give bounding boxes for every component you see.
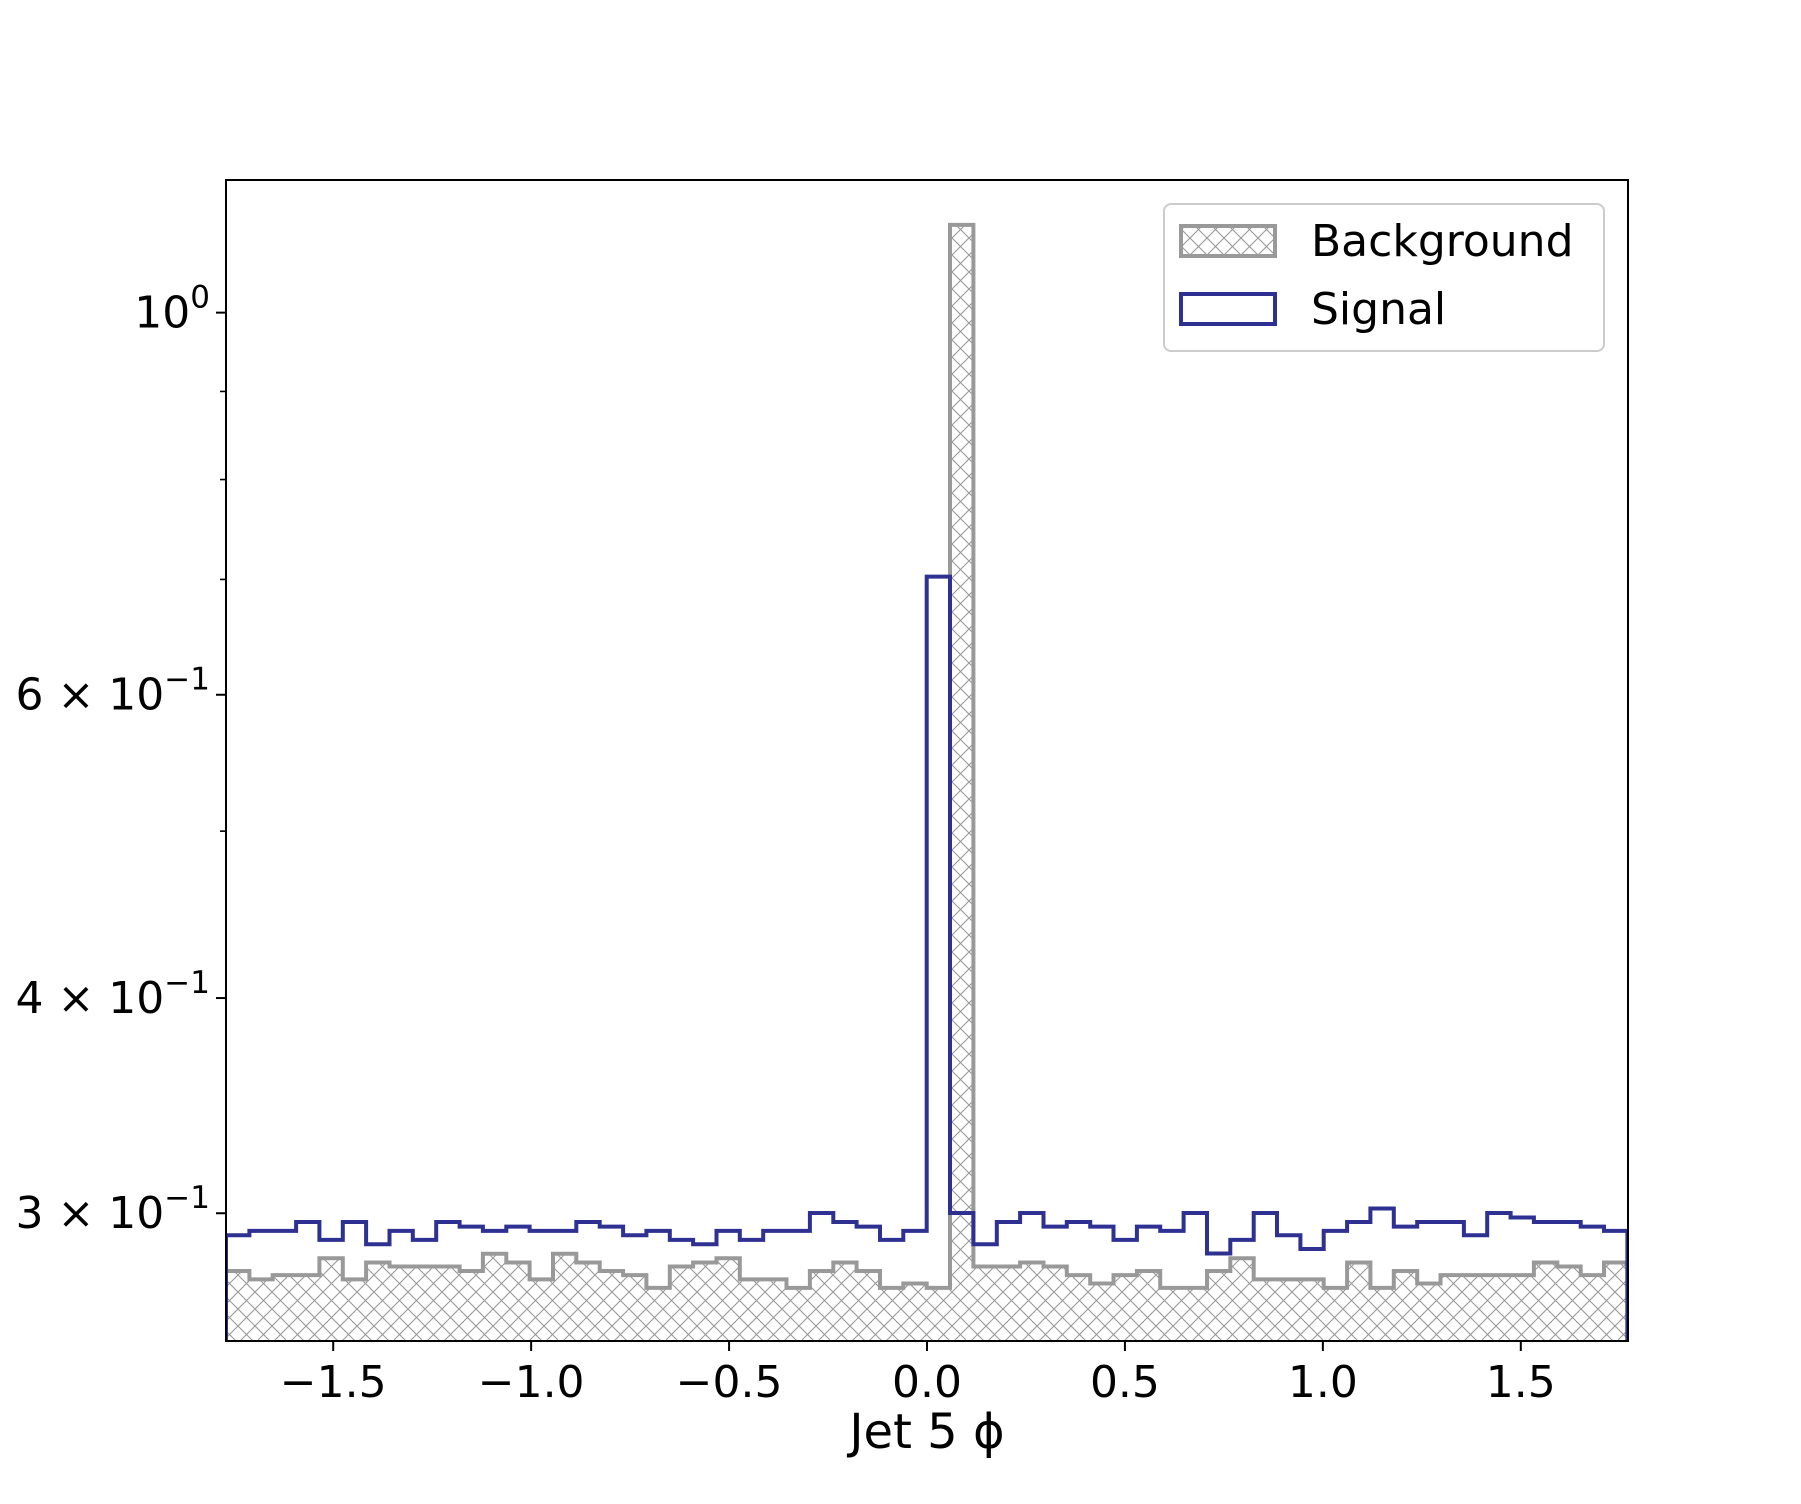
background-bar	[1090, 1283, 1115, 1341]
background-bar	[880, 1287, 904, 1341]
background-bar	[739, 1279, 764, 1341]
background-bar	[1417, 1283, 1442, 1341]
background-bar	[576, 1262, 601, 1341]
background-bar	[482, 1253, 507, 1341]
x-tick-label: 0.5	[1090, 1357, 1160, 1408]
background-bar	[950, 224, 974, 1341]
background-bar	[1510, 1275, 1535, 1341]
background-bar	[342, 1279, 367, 1341]
x-axis-label: Jet 5 ϕ	[846, 1404, 1004, 1460]
signal-step-outline	[226, 574, 1628, 1341]
background-bar	[412, 1266, 437, 1341]
y-tick-label: 4 × 10−1	[15, 965, 210, 1024]
background-bar	[996, 1266, 1021, 1341]
background-bar	[1347, 1262, 1372, 1341]
background-bar	[1580, 1275, 1605, 1341]
y-tick-label: 6 × 10−1	[15, 662, 210, 721]
plot-area	[226, 222, 1628, 1341]
background-bar	[1323, 1287, 1348, 1341]
background-bar	[856, 1271, 881, 1341]
background-bar	[786, 1287, 811, 1341]
background-bar	[833, 1262, 858, 1341]
background-bar	[646, 1287, 671, 1341]
background-bar	[973, 1266, 998, 1341]
background-bar	[1020, 1262, 1045, 1341]
background-bar	[1277, 1279, 1301, 1341]
background-bar	[296, 1275, 321, 1341]
background-bar	[1604, 1262, 1628, 1341]
legend-signal-label: Signal	[1311, 284, 1446, 335]
background-bar	[1440, 1275, 1465, 1341]
background-bar	[1533, 1262, 1558, 1341]
x-tick-label: −1.0	[478, 1357, 585, 1408]
background-bar	[1463, 1275, 1488, 1341]
background-bar	[1043, 1266, 1068, 1341]
background-bar	[693, 1262, 718, 1341]
background-bar	[436, 1266, 461, 1341]
x-tick-label: 1.0	[1288, 1357, 1358, 1408]
background-bar	[272, 1275, 297, 1341]
legend-background-label: Background	[1311, 216, 1574, 267]
background-fill	[226, 224, 1628, 1341]
background-bar	[1183, 1287, 1208, 1341]
y-tick-label: 100	[134, 280, 210, 339]
background-bar	[459, 1271, 484, 1341]
background-step-outline	[226, 222, 1628, 1341]
y-axis: 100 6 × 10−1 4 × 10−1 3 × 10−1	[15, 280, 226, 1239]
x-tick-label: −1.5	[280, 1357, 387, 1408]
background-bar	[1160, 1287, 1185, 1341]
background-bar	[926, 1287, 951, 1341]
background-bar	[716, 1258, 741, 1341]
background-bar	[669, 1266, 694, 1341]
background-bar	[809, 1271, 834, 1341]
background-bar	[529, 1279, 554, 1341]
background-bar	[1113, 1275, 1138, 1341]
background-bar	[553, 1253, 577, 1341]
background-bar	[1066, 1275, 1091, 1341]
background-bar	[903, 1283, 928, 1341]
y-tick-label: 3 × 10−1	[15, 1180, 210, 1239]
legend: Background Signal	[1163, 203, 1605, 352]
background-bar	[389, 1266, 414, 1341]
x-axis: −1.5 −1.0 −0.5 0.0 0.5 1.0 1.5	[280, 1341, 1556, 1408]
background-bar	[506, 1262, 531, 1341]
x-tick-label: −0.5	[676, 1357, 783, 1408]
background-bar	[1487, 1275, 1512, 1341]
legend-signal-swatch	[1179, 292, 1277, 326]
background-bar	[763, 1279, 788, 1341]
background-bar	[1557, 1266, 1582, 1341]
background-bar	[1136, 1271, 1161, 1341]
background-bar	[1230, 1258, 1255, 1341]
background-bar	[366, 1262, 391, 1341]
legend-background-swatch	[1179, 224, 1277, 258]
background-bar	[1300, 1279, 1325, 1341]
background-bar	[226, 1271, 250, 1341]
background-bar	[1393, 1271, 1418, 1341]
background-bar	[1207, 1271, 1231, 1341]
background-bar	[1253, 1279, 1278, 1341]
background-bar	[623, 1275, 648, 1341]
background-bar	[319, 1258, 344, 1341]
x-tick-label: 0.0	[892, 1357, 962, 1408]
background-bar	[1370, 1287, 1395, 1341]
x-tick-label: 1.5	[1486, 1357, 1556, 1408]
background-bar	[599, 1271, 624, 1341]
background-bar	[249, 1279, 274, 1341]
